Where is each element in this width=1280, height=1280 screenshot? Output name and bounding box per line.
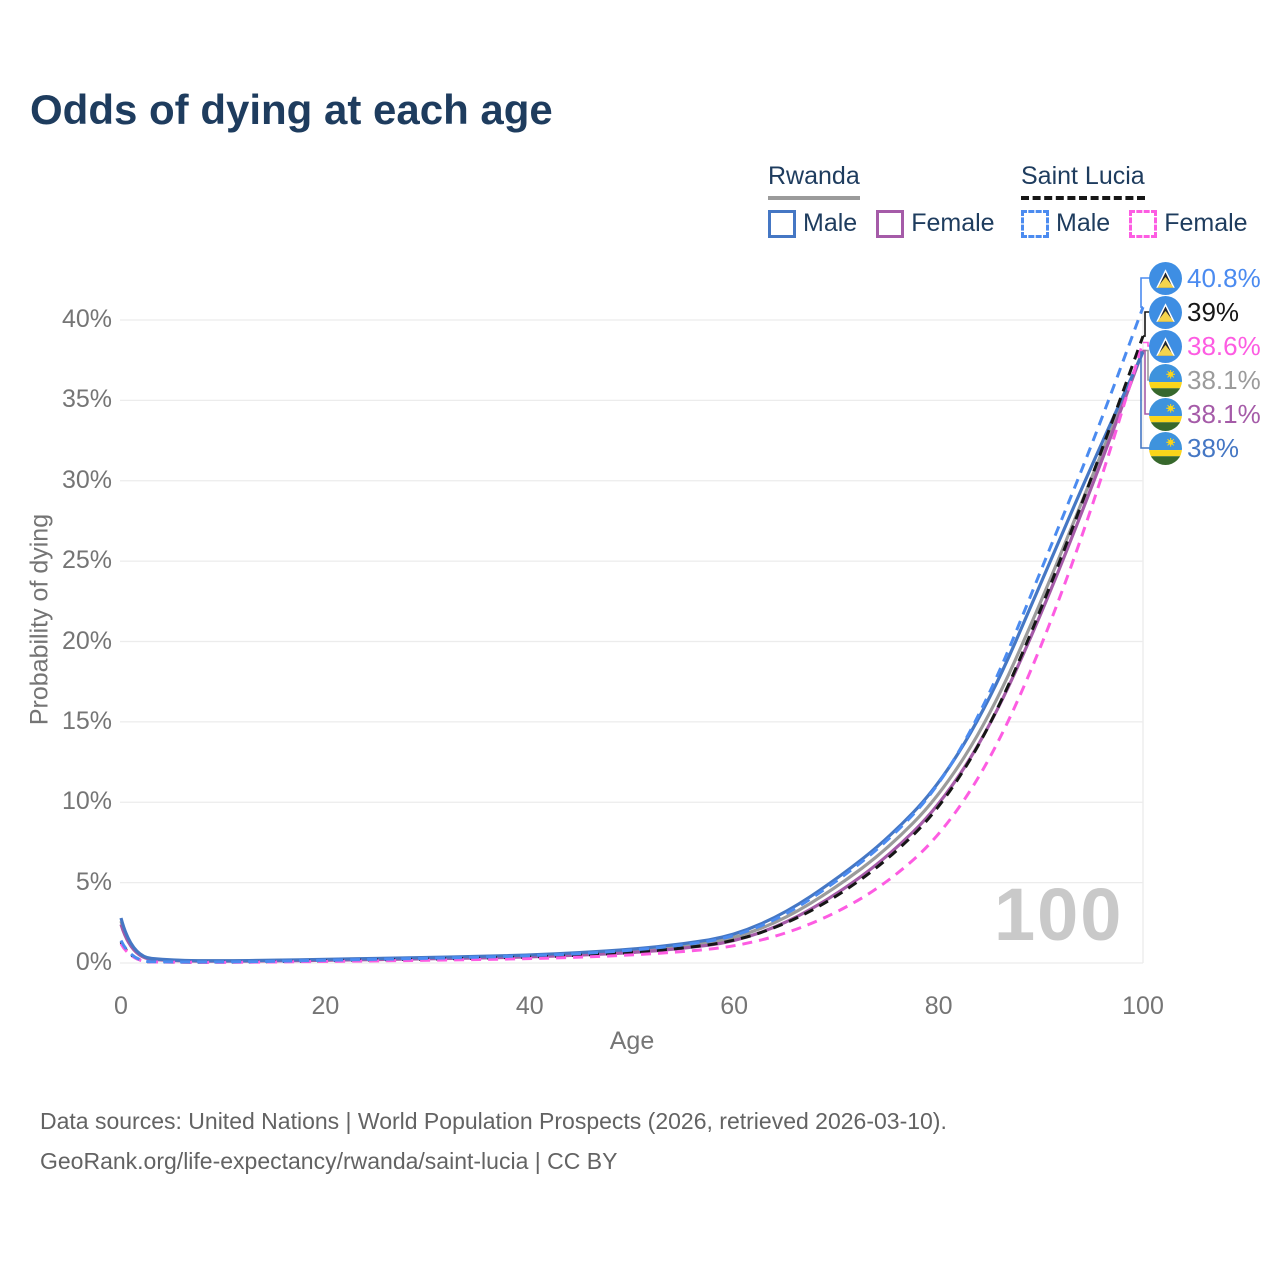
footer-data-sources: Data sources: United Nations | World Pop… — [40, 1108, 947, 1134]
y-tick-label: 25% — [61, 546, 112, 575]
x-tick-label: 40 — [515, 992, 544, 1020]
series-line-saint-lucia-both-sexes[interactable] — [119, 335, 1145, 964]
y-tick-label: 35% — [61, 385, 112, 414]
legend-item-label: Male — [803, 209, 858, 237]
age-watermark: 100 — [994, 873, 1124, 956]
y-tick-label: 10% — [61, 787, 112, 816]
saint-lucia-female-swatch — [1129, 209, 1158, 238]
legend-item-saint-lucia-male[interactable]: Male — [1021, 209, 1110, 238]
series-line-rwanda-both-sexes[interactable] — [119, 349, 1145, 963]
end-label-value: 38.1% — [1187, 398, 1261, 429]
series-line-rwanda-male[interactable] — [119, 351, 1145, 963]
series-line-rwanda-female[interactable] — [119, 349, 1145, 963]
legend-country-label-rwanda: Rwanda — [768, 162, 860, 190]
saint-lucia-flag-icon — [1149, 261, 1182, 295]
end-label-value: 38% — [1187, 432, 1240, 463]
legend-item-label: Female — [911, 209, 995, 237]
legend-country-label-saint-lucia: Saint Lucia — [1021, 162, 1145, 190]
footer-attribution: GeoRank.org/life-expectancy/rwanda/saint… — [40, 1148, 618, 1174]
legend-item-saint-lucia-female[interactable]: Female — [1129, 209, 1248, 238]
y-tick-label: 20% — [61, 626, 112, 655]
legend-group-saint-lucia: Saint Lucia Male Female — [1021, 162, 1248, 238]
legend-group-rwanda: Rwanda Male Female — [768, 162, 995, 238]
end-label-value: 40.8% — [1187, 262, 1261, 293]
saint-lucia-male-swatch — [1021, 209, 1049, 238]
saint-lucia-flag-icon — [1149, 295, 1182, 329]
end-label-value: 38.6% — [1187, 330, 1261, 361]
saint-lucia-flag-icon — [1149, 329, 1182, 363]
end-label-value: 38.1% — [1187, 364, 1261, 395]
series-line-saint-lucia-male[interactable] — [119, 306, 1145, 964]
rwanda-flag-icon — [1149, 397, 1182, 431]
legend-item-rwanda-female[interactable]: Female — [876, 209, 995, 238]
rwanda-flag-icon — [1149, 363, 1182, 397]
end-label-row: 38.1% — [1149, 397, 1261, 431]
end-label-row: 38.1% — [1149, 363, 1261, 397]
rwanda-flag-icon — [1149, 431, 1182, 465]
series-line-saint-lucia-female[interactable] — [119, 342, 1145, 964]
x-tick-label: 0 — [114, 992, 128, 1020]
legend-item-rwanda-male[interactable]: Male — [768, 209, 857, 238]
rwanda-total-line-swatch — [768, 196, 860, 200]
y-tick-label: 15% — [61, 706, 112, 735]
end-label-value: 39% — [1187, 296, 1240, 327]
y-tick-label: 40% — [61, 305, 112, 333]
x-tick-label: 80 — [924, 992, 953, 1020]
rwanda-male-swatch — [768, 209, 796, 238]
x-tick-label: 20 — [311, 992, 340, 1020]
x-tick-label: 100 — [1122, 992, 1164, 1020]
y-tick-label: 0% — [75, 948, 112, 976]
end-label-row: 39% — [1149, 295, 1239, 329]
end-label-row: 38.6% — [1149, 329, 1261, 363]
end-label-row: 40.8% — [1149, 261, 1261, 295]
rwanda-female-swatch — [876, 209, 905, 238]
x-tick-label: 60 — [720, 992, 749, 1020]
legend-item-label: Female — [1164, 209, 1248, 237]
end-label-row: 38% — [1149, 431, 1239, 465]
legend-item-label: Male — [1056, 209, 1111, 237]
saint-lucia-total-line-swatch — [1021, 196, 1145, 200]
y-tick-label: 5% — [75, 867, 112, 896]
page-title: Odds of dying at each age — [30, 86, 553, 133]
x-axis-title: Age — [609, 1027, 655, 1055]
y-tick-label: 30% — [61, 465, 112, 494]
